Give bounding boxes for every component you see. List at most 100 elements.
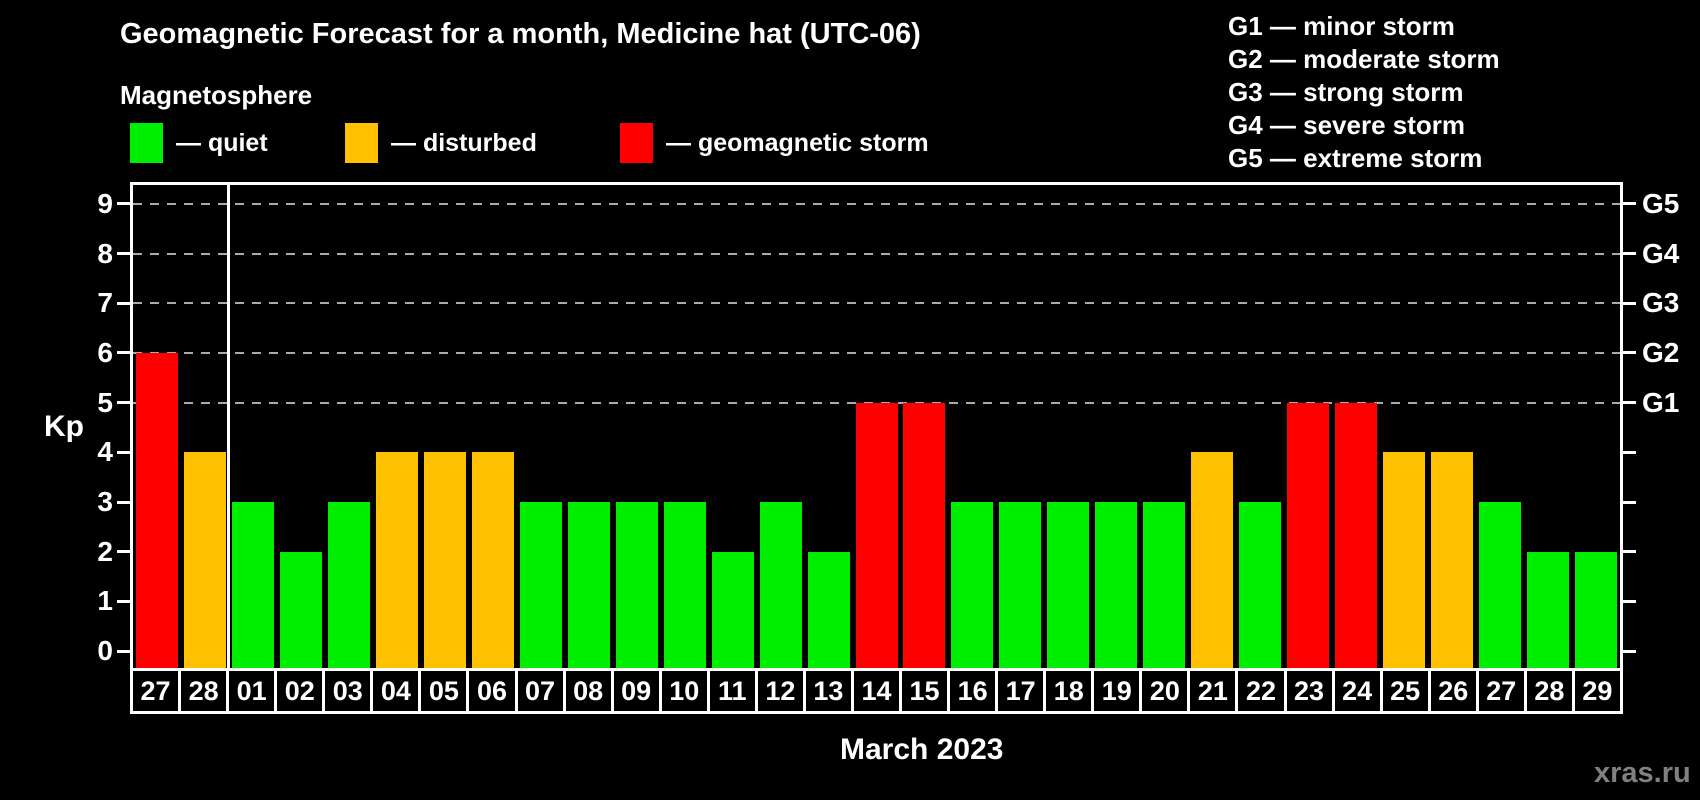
- day-label-box-11: 11: [706, 668, 758, 714]
- g-legend-line-4: G4 — severe storm: [1228, 110, 1466, 140]
- y-tick-label-5: 5: [97, 386, 113, 418]
- left-tick-kp-1: [117, 599, 130, 603]
- day-label-box-07: 07: [514, 668, 566, 714]
- kp-bar-day-09: [615, 502, 658, 668]
- g-level-label-G1: G1: [1642, 386, 1680, 418]
- gridline-kp-9: [133, 202, 1620, 205]
- y-tick-label-7: 7: [97, 287, 113, 319]
- legend-label-storm: — geomagnetic storm: [666, 128, 929, 157]
- day-label-box-26: 26: [1427, 668, 1479, 714]
- gridline-kp-7: [133, 302, 1620, 305]
- kp-bar-day-15: [903, 402, 946, 668]
- legend-label-disturbed: — disturbed: [391, 128, 537, 157]
- left-tick-kp-6: [117, 351, 130, 355]
- y-tick-label-3: 3: [97, 486, 113, 518]
- kp-bar-day-16: [951, 502, 994, 668]
- right-tick-kp-9: [1623, 202, 1636, 206]
- day-label-box-06: 06: [466, 668, 518, 714]
- gridline-kp-5: [133, 401, 1620, 404]
- right-tick-kp-4: [1623, 450, 1636, 454]
- day-label-box-21: 21: [1187, 668, 1239, 714]
- legend-swatch-storm: [620, 123, 653, 163]
- day-label-box-28: 28: [1523, 668, 1575, 714]
- left-tick-kp-4: [117, 450, 130, 454]
- kp-bar-day-18: [1047, 502, 1090, 668]
- right-tick-kp-8: [1623, 252, 1636, 256]
- kp-bar-day-11: [711, 551, 754, 668]
- kp-bar-day-06: [471, 452, 514, 668]
- chart-subtitle: Magnetosphere: [120, 80, 313, 110]
- day-label-box-13: 13: [802, 668, 854, 714]
- month-separator-line: [227, 185, 231, 668]
- y-tick-label-6: 6: [97, 336, 113, 368]
- y-tick-label-1: 1: [97, 585, 113, 617]
- kp-bar-day-17: [999, 502, 1042, 668]
- legend-swatch-quiet: [130, 123, 163, 163]
- day-label-box-16: 16: [947, 668, 999, 714]
- legend-item-quiet: — quiet: [130, 122, 268, 164]
- y-tick-label-8: 8: [97, 237, 113, 269]
- day-label-box-27: 27: [130, 668, 182, 714]
- day-label-box-10: 10: [658, 668, 710, 714]
- kp-bar-day-12: [759, 502, 802, 668]
- left-tick-kp-7: [117, 301, 130, 305]
- g-legend-line-1: G1 — minor storm: [1228, 11, 1455, 41]
- day-label-box-12: 12: [754, 668, 806, 714]
- kp-bar-day-10: [663, 502, 706, 668]
- kp-bar-day-07: [519, 502, 562, 668]
- kp-bar-day-05: [423, 452, 466, 668]
- kp-bar-day-04: [375, 452, 418, 668]
- x-axis-title: March 2023: [840, 733, 1004, 766]
- day-label-box-15: 15: [899, 668, 951, 714]
- legend-swatch-disturbed: [345, 123, 378, 163]
- kp-bar-day-24: [1335, 402, 1378, 668]
- kp-bar-day-28: [183, 452, 226, 668]
- kp-bar-day-22: [1239, 502, 1282, 668]
- day-label-box-24: 24: [1331, 668, 1383, 714]
- legend-item-storm: — geomagnetic storm: [620, 122, 929, 164]
- y-axis-title: Kp: [44, 410, 84, 443]
- g-level-label-G2: G2: [1642, 336, 1680, 368]
- right-tick-kp-3: [1623, 500, 1636, 504]
- day-label-box-29: 29: [1571, 668, 1623, 714]
- left-tick-kp-5: [117, 401, 130, 405]
- left-tick-kp-8: [117, 252, 130, 256]
- day-label-box-04: 04: [370, 668, 422, 714]
- g-legend-line-2: G2 — moderate storm: [1228, 44, 1500, 74]
- x-axis-labels: 27 28 01 02 03 04 05 06 07 08 09 10 11 12 13 14 15 16 17 18…: [130, 668, 1623, 714]
- kp-bar-day-26: [1431, 452, 1474, 668]
- day-label-box-17: 17: [995, 668, 1047, 714]
- day-label-box-14: 14: [850, 668, 902, 714]
- day-label-box-19: 19: [1091, 668, 1143, 714]
- g-level-label-G5: G5: [1642, 187, 1680, 219]
- kp-bar-day-08: [567, 502, 610, 668]
- g-legend-line-5: G5 — extreme storm: [1228, 143, 1483, 173]
- y-tick-label-0: 0: [97, 635, 113, 667]
- kp-bar-day-27: [1479, 502, 1522, 668]
- kp-bar-day-27: [135, 352, 178, 668]
- kp-bar-day-03: [327, 502, 370, 668]
- legend-item-disturbed: — disturbed: [345, 122, 537, 164]
- right-tick-kp-6: [1623, 351, 1636, 355]
- kp-bar-day-02: [279, 551, 322, 668]
- kp-bar-day-25: [1383, 452, 1426, 668]
- day-label-box-05: 05: [418, 668, 470, 714]
- kp-bar-day-19: [1095, 502, 1138, 668]
- watermark: xras.ru: [1594, 757, 1691, 789]
- y-tick-label-4: 4: [97, 436, 113, 468]
- kp-bar-day-01: [231, 502, 274, 668]
- day-label-box-27: 27: [1475, 668, 1527, 714]
- day-label-box-25: 25: [1379, 668, 1431, 714]
- kp-bar-day-14: [855, 402, 898, 668]
- left-tick-kp-3: [117, 500, 130, 504]
- left-tick-kp-0: [117, 649, 130, 653]
- chart-title: Geomagnetic Forecast for a month, Medici…: [120, 18, 921, 50]
- day-label-box-09: 09: [610, 668, 662, 714]
- gridline-kp-6: [133, 351, 1620, 354]
- legend-label-quiet: — quiet: [176, 128, 268, 157]
- day-label-box-20: 20: [1139, 668, 1191, 714]
- kp-bar-day-21: [1191, 452, 1234, 668]
- day-label-box-03: 03: [322, 668, 374, 714]
- kp-bar-day-28: [1527, 551, 1570, 668]
- right-tick-kp-5: [1623, 401, 1636, 405]
